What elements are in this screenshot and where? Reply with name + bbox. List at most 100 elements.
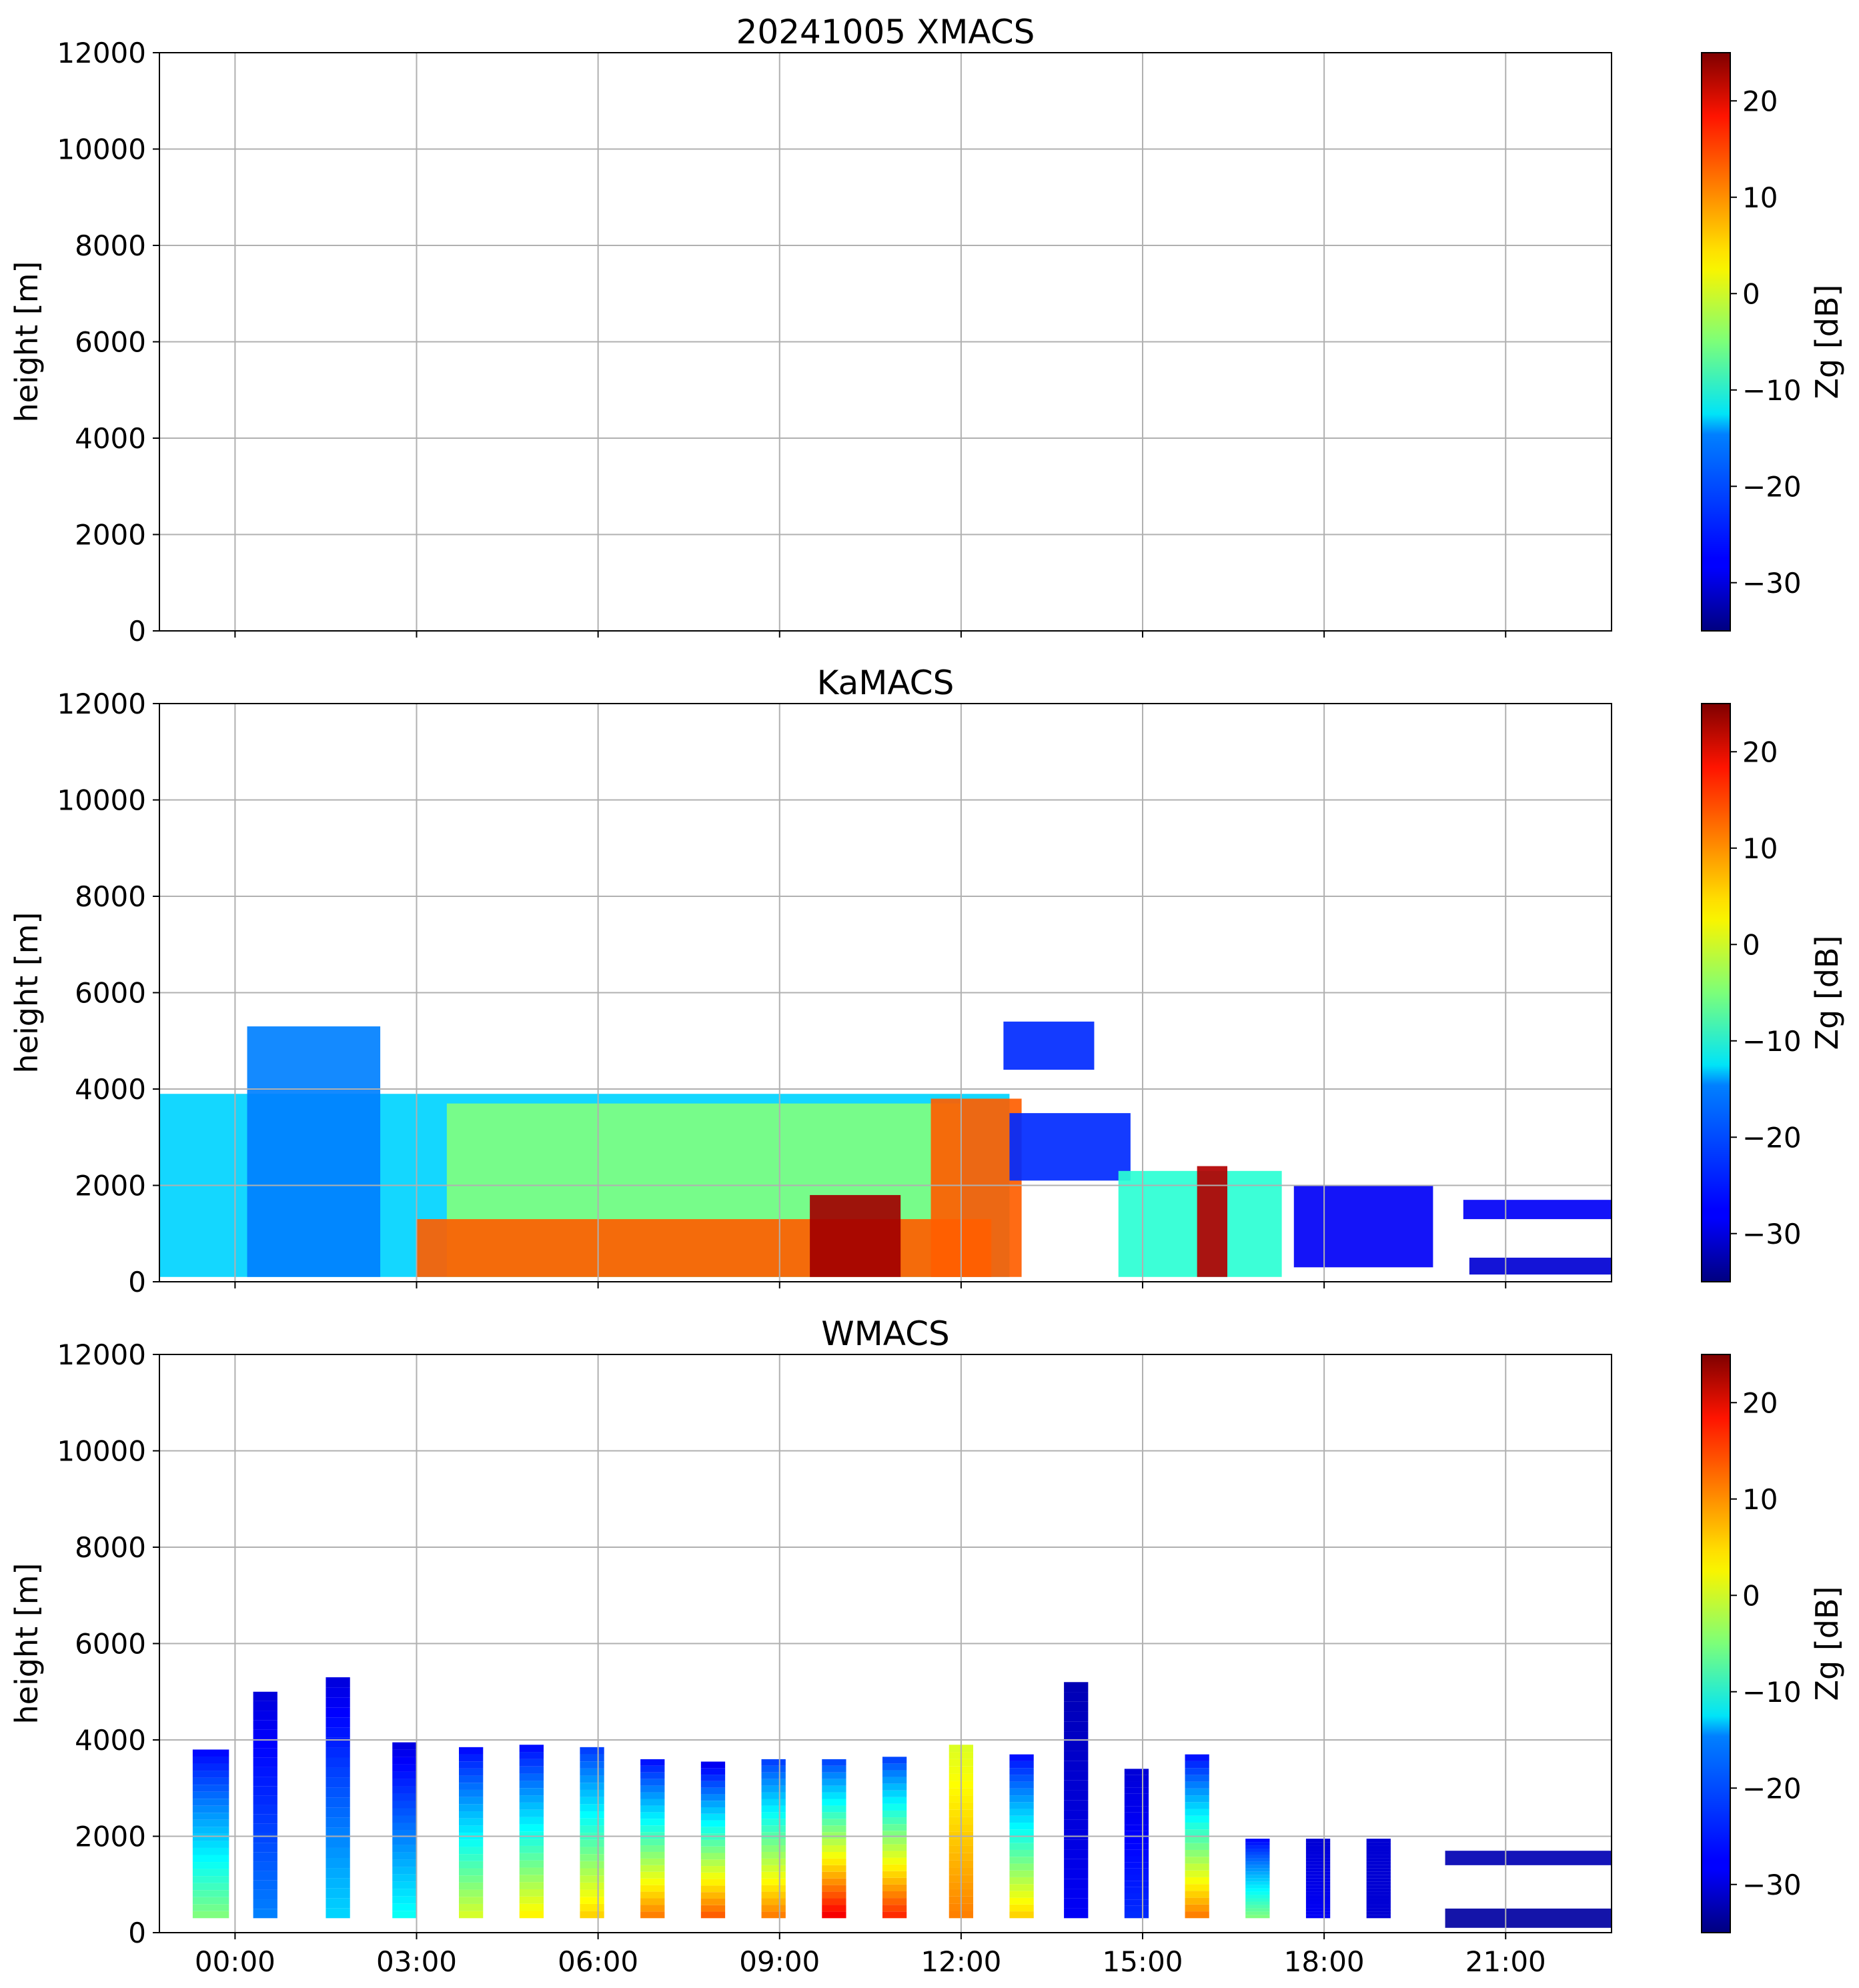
- reflectivity-column: [1185, 1815, 1209, 1823]
- reflectivity-column: [192, 1827, 229, 1834]
- reflectivity-column: [1185, 1802, 1209, 1809]
- reflectivity-column: [640, 1779, 665, 1786]
- colorbar-tick-label: 20: [1742, 1386, 1778, 1419]
- reflectivity-column: [253, 1739, 277, 1749]
- reflectivity-column: [326, 1747, 350, 1758]
- reflectivity-column: [326, 1797, 350, 1808]
- reflectivity-column: [700, 1813, 726, 1821]
- reflectivity-column: [1064, 1780, 1089, 1791]
- reflectivity-column: [640, 1805, 665, 1813]
- reflectivity-column: [640, 1772, 665, 1779]
- reflectivity-column: [1064, 1908, 1089, 1919]
- reflectivity-column: [459, 1854, 484, 1861]
- reflectivity-column: [1124, 1775, 1149, 1782]
- reflectivity-column: [1124, 1819, 1149, 1825]
- reflectivity-column: [1009, 1775, 1034, 1782]
- reflectivity-column: [1245, 1849, 1270, 1852]
- reflectivity-column: [1185, 1857, 1209, 1864]
- reflectivity-column: [326, 1888, 350, 1899]
- reflectivity-column: [580, 1875, 604, 1883]
- reflectivity-column: [253, 1795, 277, 1805]
- reflectivity-column: [1366, 1905, 1391, 1909]
- reflectivity-column: [700, 1872, 726, 1879]
- reflectivity-column: [1366, 1868, 1391, 1872]
- y-tick-label: 8000: [75, 1531, 146, 1564]
- reflectivity-column: [1064, 1869, 1089, 1879]
- reflectivity-column: [326, 1727, 350, 1738]
- reflectivity-column: [1009, 1843, 1034, 1850]
- reflectivity-column: [1124, 1881, 1149, 1887]
- reflectivity-column: [392, 1764, 417, 1772]
- reflectivity-column: [700, 1820, 726, 1827]
- reflectivity-column: [1245, 1905, 1270, 1909]
- reflectivity-column: [1185, 1849, 1209, 1857]
- reflectivity-column: [700, 1794, 726, 1801]
- y-tick-label: 12000: [57, 688, 146, 720]
- reflectivity-column: [1366, 1871, 1391, 1875]
- colorbar-tick-label: −10: [1742, 1025, 1802, 1058]
- reflectivity-column: [1124, 1905, 1149, 1912]
- reflectivity-region: [247, 1026, 381, 1277]
- reflectivity-column: [640, 1765, 665, 1773]
- reflectivity-column: [1305, 1888, 1331, 1892]
- y-tick-label: 6000: [75, 977, 146, 1010]
- reflectivity-column: [1009, 1754, 1034, 1761]
- reflectivity-column: [1366, 1849, 1391, 1852]
- reflectivity-column: [253, 1889, 277, 1900]
- reflectivity-column: [822, 1865, 846, 1872]
- reflectivity-column: [882, 1891, 907, 1899]
- reflectivity-region: [1293, 1185, 1433, 1268]
- reflectivity-column: [326, 1837, 350, 1848]
- reflectivity-column: [392, 1845, 417, 1853]
- reflectivity-column: [519, 1911, 544, 1919]
- reflectivity-column: [1245, 1881, 1270, 1885]
- reflectivity-column: [580, 1818, 604, 1826]
- reflectivity-column: [392, 1815, 417, 1823]
- reflectivity-column: [700, 1859, 726, 1867]
- panel-title: KaMACS: [817, 664, 955, 702]
- reflectivity-column: [326, 1757, 350, 1768]
- reflectivity-column: [392, 1867, 417, 1875]
- reflectivity-column: [519, 1889, 544, 1897]
- reflectivity-column: [1009, 1836, 1034, 1843]
- reflectivity-region: [1469, 1257, 1612, 1275]
- reflectivity-column: [761, 1765, 786, 1773]
- y-tick-label: 12000: [57, 37, 146, 69]
- reflectivity-column: [1185, 1843, 1209, 1850]
- reflectivity-column: [459, 1797, 484, 1805]
- reflectivity-column: [192, 1833, 229, 1841]
- reflectivity-column: [640, 1898, 665, 1905]
- reflectivity-column: [253, 1757, 277, 1767]
- reflectivity-column: [761, 1799, 786, 1806]
- reflectivity-column: [580, 1861, 604, 1869]
- reflectivity-column: [253, 1767, 277, 1777]
- reflectivity-column: [1245, 1851, 1270, 1855]
- reflectivity-column: [882, 1770, 907, 1777]
- reflectivity-column: [253, 1691, 277, 1701]
- reflectivity-column: [700, 1801, 726, 1807]
- reflectivity-column: [1009, 1863, 1034, 1871]
- reflectivity-column: [640, 1812, 665, 1819]
- reflectivity-column: [1009, 1891, 1034, 1898]
- y-tick-label: 0: [128, 1917, 146, 1949]
- colorbar-label: Zg [dB]: [1809, 285, 1845, 399]
- reflectivity-column: [1245, 1861, 1270, 1865]
- reflectivity-column: [1185, 1775, 1209, 1782]
- reflectivity-column: [640, 1839, 665, 1846]
- reflectivity-column: [700, 1911, 726, 1919]
- reflectivity-column: [1366, 1888, 1391, 1892]
- reflectivity-column: [1245, 1891, 1270, 1895]
- reflectivity-column: [1366, 1858, 1391, 1862]
- reflectivity-column: [1185, 1829, 1209, 1837]
- reflectivity-column: [1185, 1809, 1209, 1816]
- y-tick-label: 6000: [75, 326, 146, 359]
- reflectivity-column: [1009, 1877, 1034, 1885]
- reflectivity-column: [640, 1819, 665, 1826]
- x-tick-label: 06:00: [558, 1945, 638, 1978]
- reflectivity-column: [392, 1757, 417, 1765]
- reflectivity-region: [1009, 1113, 1131, 1181]
- reflectivity-column: [192, 1869, 229, 1877]
- reflectivity-column: [192, 1777, 229, 1785]
- reflectivity-column: [1185, 1863, 1209, 1871]
- reflectivity-column: [822, 1905, 846, 1912]
